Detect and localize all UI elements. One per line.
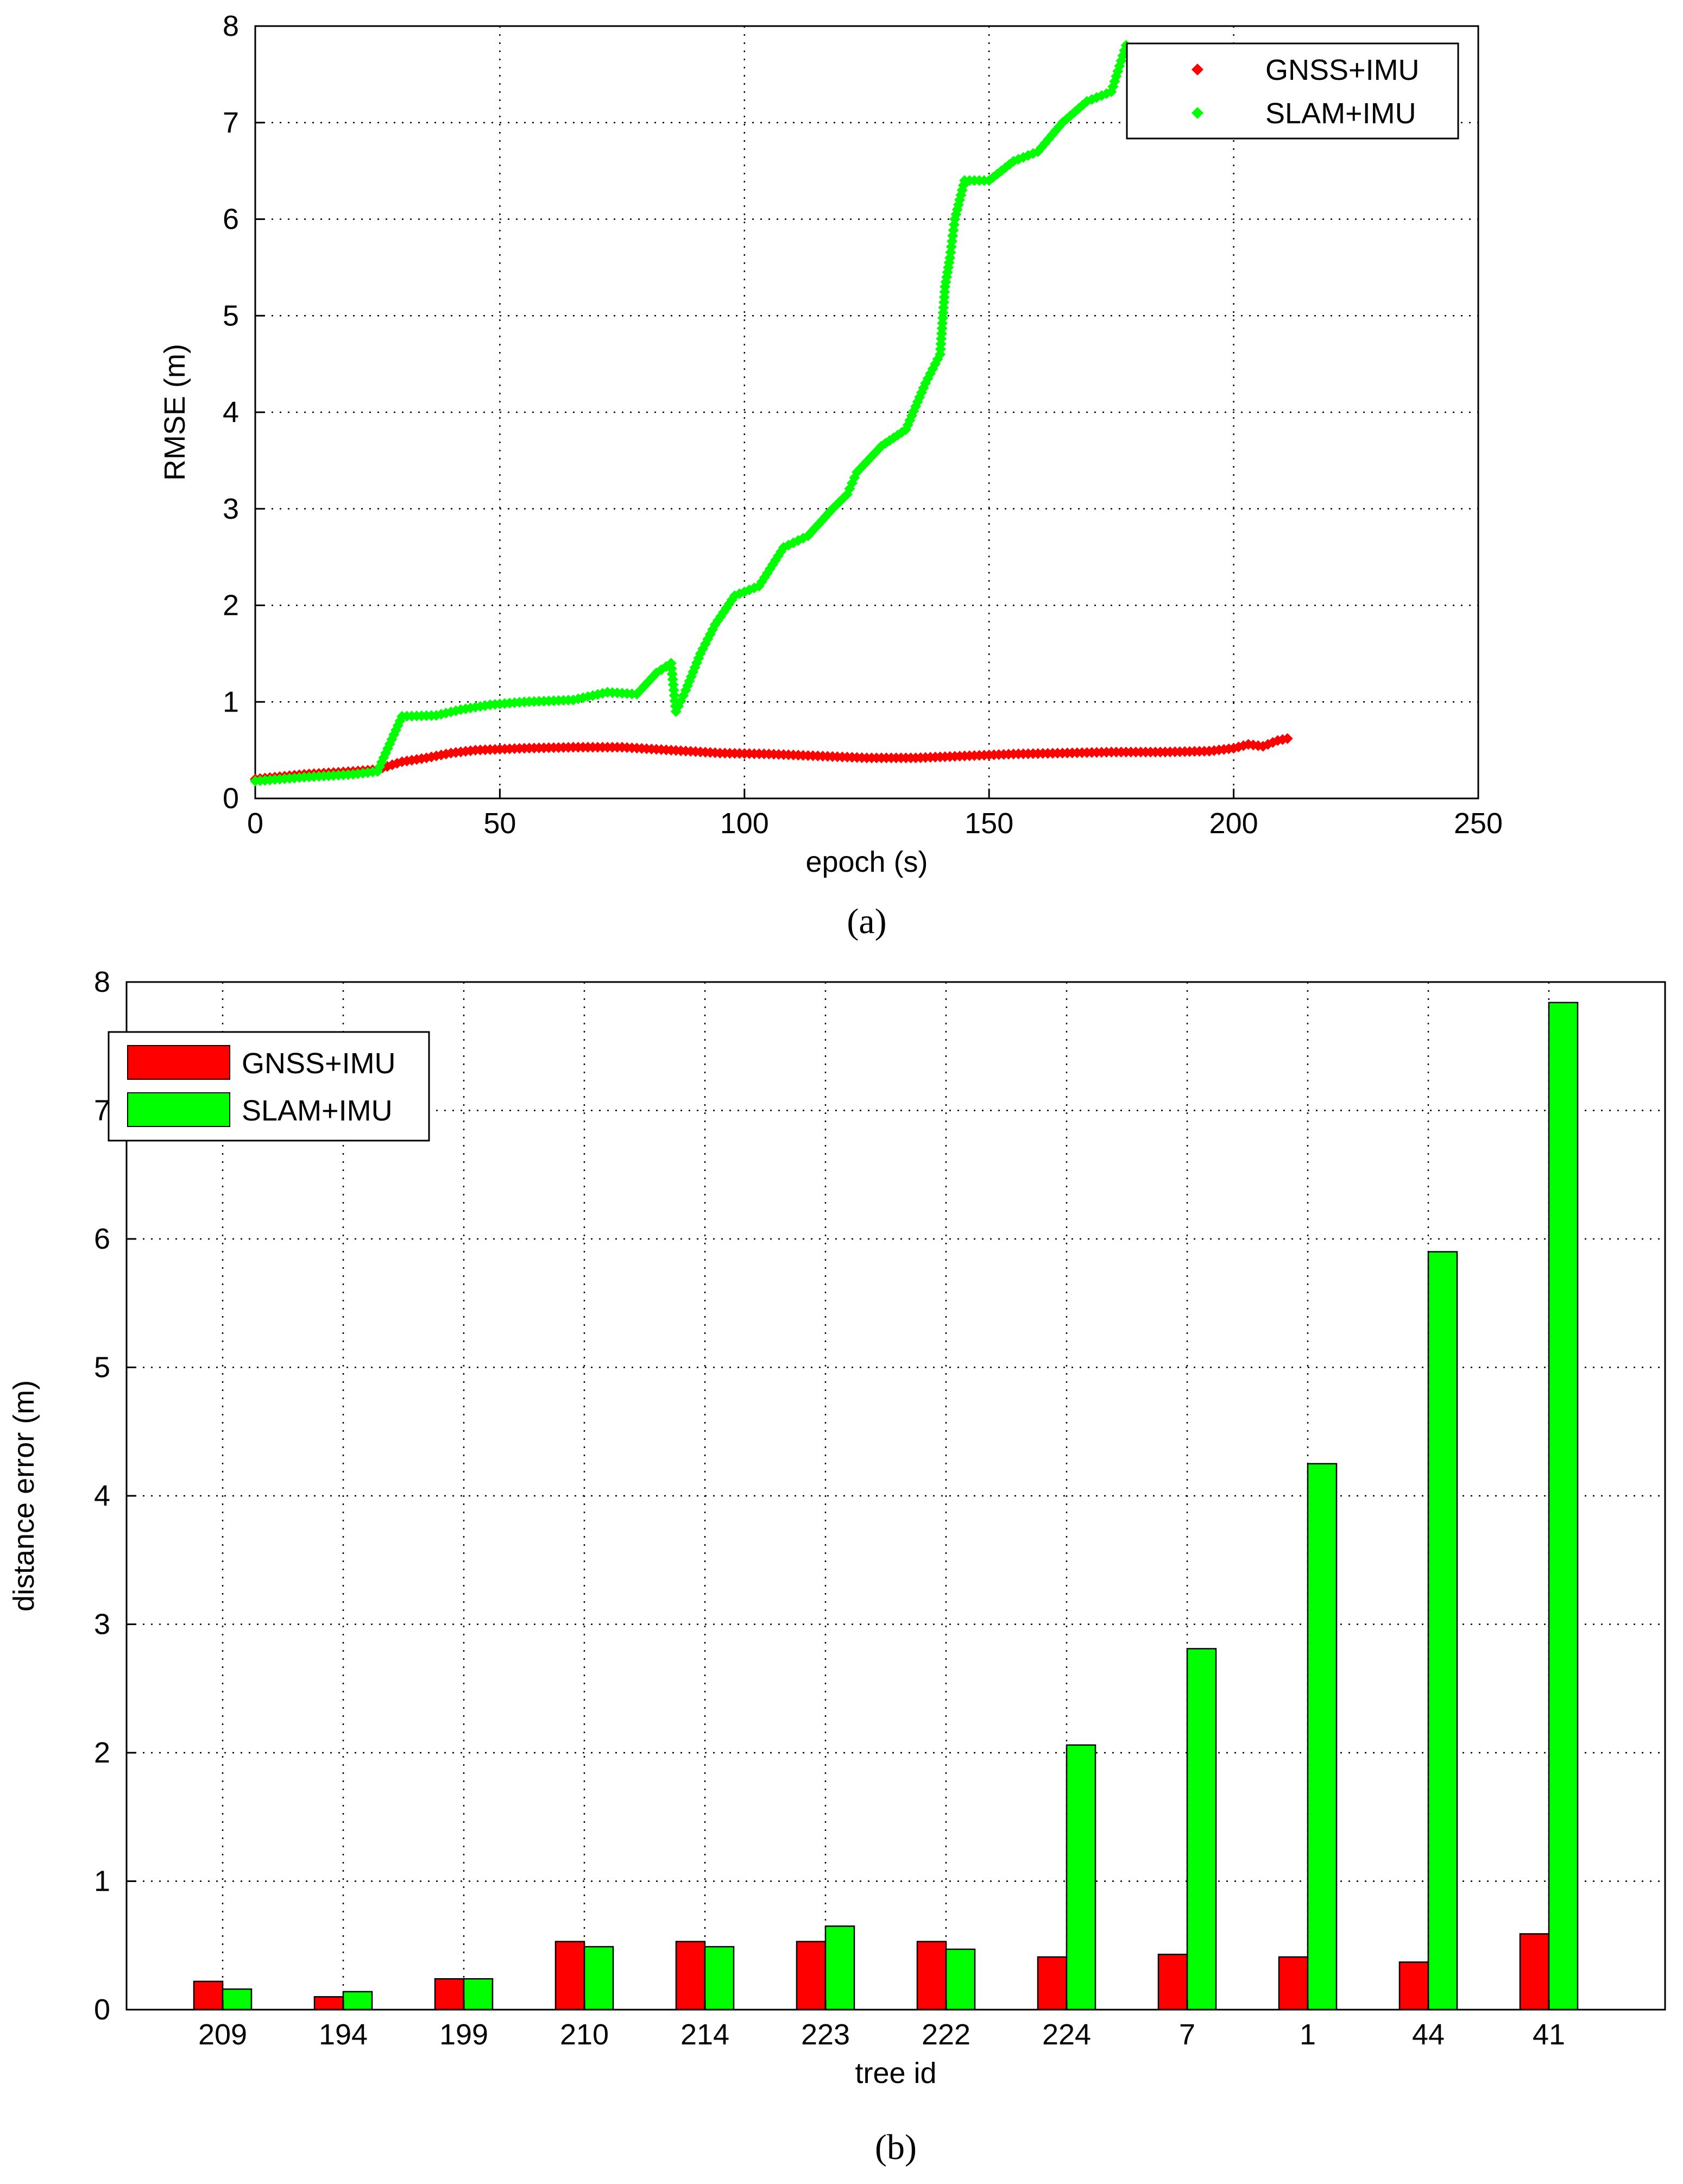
chart-b-y-tick-label: 3 bbox=[94, 1608, 110, 1641]
chart-a-legend-box bbox=[1126, 42, 1459, 140]
chart-a-x-tick-label: 250 bbox=[1454, 807, 1503, 840]
chart-b-y-tick-label: 7 bbox=[94, 1094, 110, 1127]
chart-a-data-point bbox=[1282, 733, 1293, 744]
chart-b-bar-gnss bbox=[193, 1980, 224, 2011]
chart-b-bar-gnss bbox=[434, 1978, 465, 2011]
chart-b-legend-label-gnss: GNSS+IMU bbox=[242, 1047, 396, 1080]
chart-b-bar-slam bbox=[1066, 1744, 1096, 2011]
chart-a-caption: (a) bbox=[847, 902, 886, 941]
chart-b-caption: (b) bbox=[875, 2128, 917, 2167]
chart-b-x-tick-label: 199 bbox=[439, 2018, 488, 2051]
chart-b-bar-slam bbox=[222, 1988, 253, 2011]
chart-b-bar-slam bbox=[1186, 1648, 1217, 2011]
chart-a-data-point bbox=[940, 276, 951, 288]
chart-a-x-tick-label: 150 bbox=[965, 807, 1013, 840]
chart-a-x-tick-label: 50 bbox=[483, 807, 516, 840]
chart-a-y-tick-label: 3 bbox=[223, 493, 239, 525]
chart-b-bar-slam bbox=[342, 1991, 373, 2011]
chart-b-x-tick-label: 44 bbox=[1412, 2018, 1445, 2051]
chart-b-bar-slam bbox=[1427, 1251, 1458, 2011]
chart-b-y-tick-label: 0 bbox=[94, 1993, 110, 2026]
chart-b-bar-gnss bbox=[796, 1941, 827, 2011]
chart-a-series-slam bbox=[250, 40, 1132, 787]
chart-b-bar-slam bbox=[1548, 1002, 1579, 2011]
chart-b-legend-swatch-slam bbox=[127, 1092, 230, 1127]
chart-a-y-tick-label: 0 bbox=[223, 782, 239, 815]
chart-b-bar-gnss bbox=[313, 1996, 344, 2011]
chart-b-y-axis-label: distance error (m) bbox=[8, 1380, 40, 1612]
chart-a-legend-marker-gnss bbox=[1192, 64, 1203, 75]
chart-a-y-tick-label: 1 bbox=[223, 685, 239, 718]
chart-a-grid bbox=[255, 26, 1478, 798]
chart-b-bar-gnss bbox=[916, 1941, 947, 2011]
chart-b-y-tick-label: 6 bbox=[94, 1223, 110, 1255]
chart-b-y-tick-label: 8 bbox=[94, 966, 110, 998]
chart-b-legend-swatch-gnss bbox=[127, 1045, 230, 1080]
chart-a-y-tick-label: 7 bbox=[223, 106, 239, 139]
chart-b: 209 194 199 210 214 223 222 224 7 1 44 41012345678 … bbox=[8, 966, 1666, 2167]
chart-b-bar-slam bbox=[824, 1925, 855, 2011]
chart-b-x-tick-label: 41 bbox=[1533, 2018, 1565, 2051]
chart-b-legend-label-slam: SLAM+IMU bbox=[242, 1094, 393, 1127]
chart-b-bar-slam bbox=[583, 1946, 614, 2011]
chart-a-ticks: 0 50 100 150 200 250 0 1 2 3 4 5 6 7 8 bbox=[223, 10, 1503, 840]
chart-b-legend: GNSS+IMU SLAM+IMU bbox=[108, 1031, 430, 1142]
chart-b-bar-gnss bbox=[1278, 1956, 1309, 2011]
chart-a-y-tick-label: 8 bbox=[223, 10, 239, 42]
chart-b-x-axis-label: tree id bbox=[855, 2057, 936, 2089]
chart-b-bar-gnss bbox=[554, 1941, 585, 2011]
chart-a-legend-label-gnss: GNSS+IMU bbox=[1265, 54, 1420, 86]
chart-a-y-tick-label: 5 bbox=[223, 299, 239, 332]
chart-a-legend: GNSS+IMU SLAM+IMU bbox=[1126, 42, 1459, 140]
chart-a-y-tick-label: 4 bbox=[223, 396, 239, 429]
chart-b-bar-gnss bbox=[1519, 1933, 1550, 2011]
chart-b-bar-slam bbox=[704, 1946, 735, 2011]
chart-b-x-tick-label: 209 bbox=[198, 2018, 247, 2051]
chart-a-series bbox=[250, 40, 1293, 787]
chart-b-x-tick-label: 1 bbox=[1300, 2018, 1316, 2051]
chart-b-bar-gnss bbox=[675, 1941, 706, 2011]
chart-b-x-tick-label: 194 bbox=[319, 2018, 368, 2051]
chart-b-bar-slam bbox=[1307, 1463, 1338, 2011]
chart-a-legend-label-slam: SLAM+IMU bbox=[1265, 97, 1416, 130]
chart-a-x-tick-label: 0 bbox=[247, 807, 263, 840]
chart-a-x-axis-label: epoch (s) bbox=[805, 846, 928, 878]
chart-b-y-tick-label: 2 bbox=[94, 1736, 110, 1769]
chart-b-bar-slam bbox=[463, 1978, 494, 2011]
chart-b-x-tick-label: 224 bbox=[1042, 2018, 1091, 2051]
chart-b-ticks: 209 194 199 210 214 223 222 224 7 1 44 41 0 1 2 3 4 5 6 7 8 bbox=[94, 966, 1565, 2051]
chart-a-y-tick-label: 2 bbox=[223, 589, 239, 622]
chart-b-y-tick-label: 5 bbox=[94, 1351, 110, 1384]
chart-b-y-tick-label: 1 bbox=[94, 1865, 110, 1898]
chart-b-x-tick-label: 223 bbox=[801, 2018, 850, 2051]
chart-b-x-tick-label: 214 bbox=[680, 2018, 729, 2051]
chart-b-bar-gnss bbox=[1157, 1954, 1188, 2011]
chart-b-bars bbox=[193, 1002, 1579, 2011]
chart-a-y-axis-label: RMSE (m) bbox=[159, 344, 191, 481]
chart-b-bar-slam bbox=[945, 1948, 976, 2011]
chart-b-y-tick-label: 4 bbox=[94, 1480, 110, 1512]
chart-b-x-tick-label: 210 bbox=[560, 2018, 609, 2051]
chart-a-x-tick-label: 100 bbox=[720, 807, 769, 840]
chart-a-legend-marker-slam bbox=[1192, 107, 1203, 119]
chart-a-y-tick-label: 6 bbox=[223, 203, 239, 236]
chart-b-x-tick-label: 222 bbox=[922, 2018, 970, 2051]
chart-a-x-tick-label: 200 bbox=[1209, 807, 1258, 840]
chart-a-series-gnss bbox=[250, 733, 1293, 785]
chart-b-bar-gnss bbox=[1398, 1961, 1429, 2011]
chart-a: 0 50 100 150 200 250 0 1 2 3 4 5 6 7 8 epoch (s) RMSE … bbox=[159, 10, 1503, 941]
chart-b-x-tick-label: 7 bbox=[1179, 2018, 1195, 2051]
chart-b-bar-gnss bbox=[1037, 1956, 1068, 2011]
